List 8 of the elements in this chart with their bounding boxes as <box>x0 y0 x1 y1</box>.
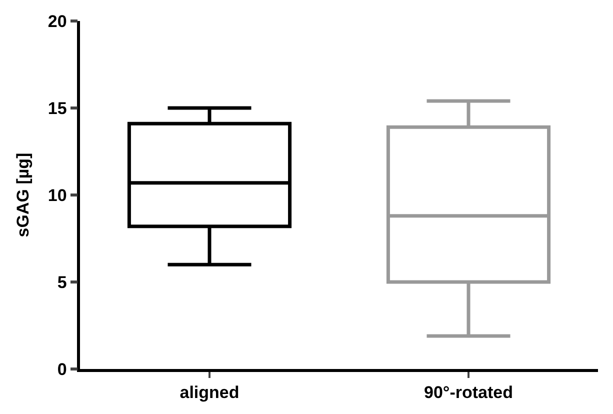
x-tick-label: 90°-rotated <box>424 383 513 402</box>
y-tick-label: 5 <box>57 272 67 292</box>
y-tick-label: 0 <box>57 360 67 379</box>
y-tick-label: 20 <box>48 12 67 31</box>
y-axis-title: sGAG [µg] <box>13 152 32 238</box>
y-tick-label: 10 <box>48 186 67 205</box>
y-tick-label: 15 <box>48 98 67 118</box>
x-tick-label: aligned <box>180 383 240 402</box>
